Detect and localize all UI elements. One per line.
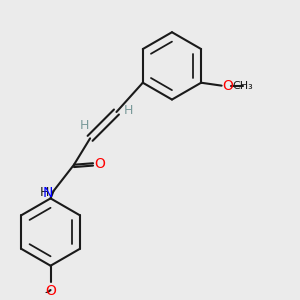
- Text: CH₃: CH₃: [233, 81, 254, 91]
- Text: H: H: [40, 186, 49, 199]
- Text: O: O: [45, 284, 56, 298]
- Text: O: O: [222, 79, 233, 93]
- Text: N: N: [43, 185, 53, 200]
- Text: H: H: [124, 104, 133, 117]
- Text: O: O: [94, 158, 105, 171]
- Text: H: H: [79, 119, 88, 133]
